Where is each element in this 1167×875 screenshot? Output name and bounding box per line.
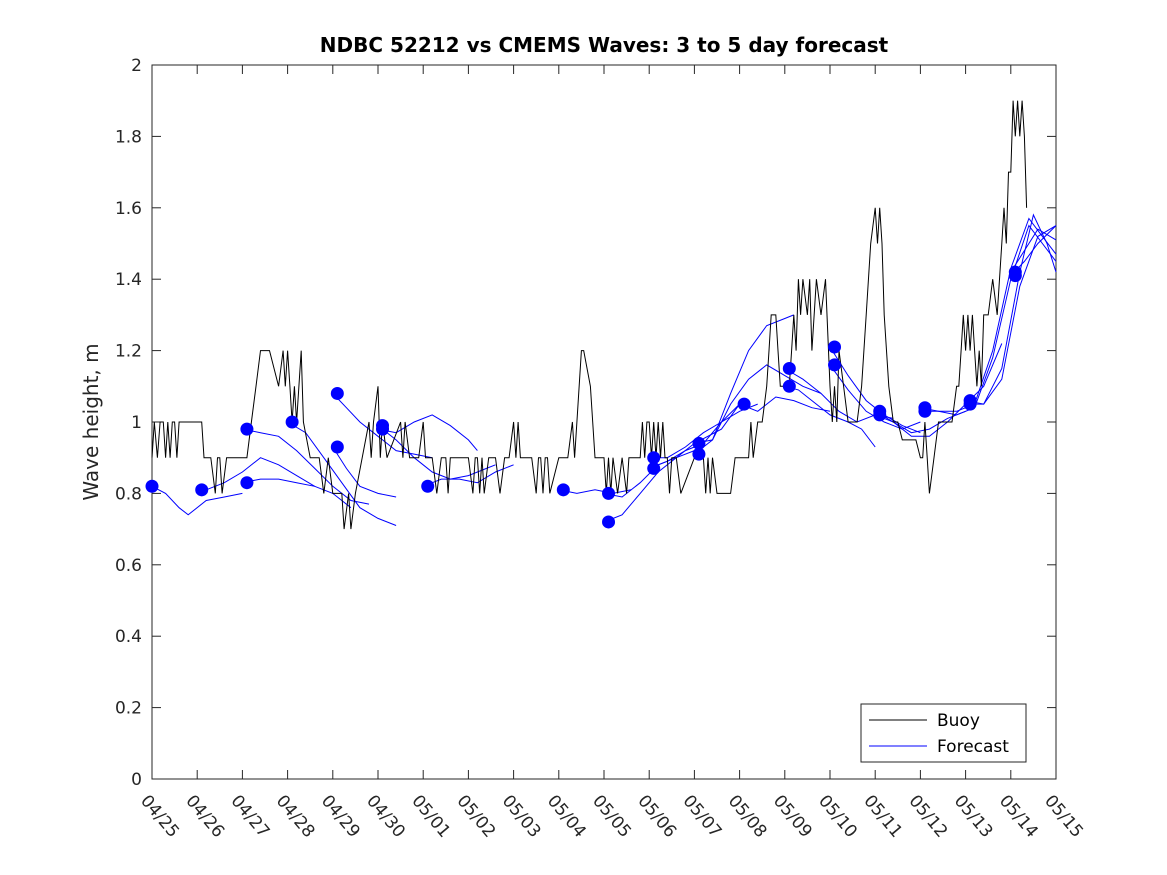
forecast-marker xyxy=(145,479,159,493)
forecast-line xyxy=(603,450,695,498)
x-tick-label: 05/04 xyxy=(543,791,590,841)
x-tick-label: 05/12 xyxy=(905,791,952,841)
forecast-line xyxy=(377,425,496,480)
forecast-line xyxy=(874,410,966,434)
forecast-line xyxy=(920,217,1057,412)
x-tick-label: 05/06 xyxy=(633,791,680,841)
x-tick-label: 05/05 xyxy=(588,791,635,841)
x-tick-label: 05/08 xyxy=(724,791,771,841)
forecast-line xyxy=(875,343,1003,437)
x-tick-label: 05/02 xyxy=(453,791,500,841)
forecast-marker xyxy=(421,479,435,493)
forecast-marker xyxy=(782,379,796,393)
forecast-marker xyxy=(692,447,706,461)
forecast-line xyxy=(965,225,1057,405)
forecast-marker xyxy=(240,476,254,490)
forecast-marker xyxy=(918,404,932,418)
buoy-line xyxy=(151,100,1028,530)
x-tick-label: 05/01 xyxy=(407,791,454,841)
y-axis-label: Wave height, m xyxy=(79,343,103,500)
forecast-line xyxy=(206,457,315,491)
x-tick-label: 04/29 xyxy=(317,791,364,841)
forecast-line xyxy=(332,446,397,498)
x-tick-label: 05/11 xyxy=(859,791,906,841)
forecast-line xyxy=(920,224,1057,416)
forecast-line xyxy=(784,385,876,448)
forecast-line xyxy=(151,485,243,516)
forecast-marker xyxy=(737,397,751,411)
forecast-line xyxy=(739,396,831,412)
y-tick-label: 1.2 xyxy=(115,342,142,362)
legend: Buoy Forecast xyxy=(860,703,1027,763)
forecast-marker xyxy=(828,358,842,372)
x-tick-label: 04/25 xyxy=(136,791,183,841)
y-tick-label: 1.6 xyxy=(115,199,142,219)
y-tick-label: 1.4 xyxy=(115,270,142,290)
forecast-marker xyxy=(285,415,299,429)
forecast-line xyxy=(377,414,478,451)
x-tick-label: 05/15 xyxy=(1040,791,1087,841)
x-tick-label: 05/03 xyxy=(498,791,545,841)
forecast-marker xyxy=(602,486,616,500)
forecast-marker xyxy=(330,386,344,400)
x-tick-label: 05/13 xyxy=(950,791,997,841)
forecast-marker xyxy=(782,361,796,375)
x-tick-label: 05/14 xyxy=(995,791,1042,841)
forecast-marker xyxy=(692,436,706,450)
x-tick-label: 05/09 xyxy=(769,791,816,841)
forecast-line xyxy=(332,393,433,459)
forecast-marker xyxy=(873,408,887,422)
legend-buoy-label: Buoy xyxy=(937,711,980,731)
forecast-marker xyxy=(963,397,977,411)
forecast-marker xyxy=(376,422,390,436)
legend-forecast-label: Forecast xyxy=(937,737,1009,757)
forecast-line xyxy=(694,314,794,455)
forecast-line xyxy=(694,364,822,444)
x-tick-label: 05/10 xyxy=(814,791,861,841)
forecast-marker xyxy=(602,515,616,529)
legend-box xyxy=(860,703,1027,763)
y-tick-label: 0 xyxy=(131,770,142,790)
forecast-line xyxy=(558,489,632,494)
forecast-marker xyxy=(556,483,570,497)
forecast-marker xyxy=(330,440,344,454)
y-tick-label: 1.8 xyxy=(115,127,142,147)
forecast-line xyxy=(242,428,370,505)
x-tick-label: 05/07 xyxy=(679,791,726,841)
x-tick-label: 04/28 xyxy=(272,791,319,841)
forecast-marker xyxy=(1008,269,1022,283)
y-tick-label: 0.4 xyxy=(115,627,142,647)
y-tick-label: 2 xyxy=(131,56,142,76)
y-tick-label: 0.6 xyxy=(115,556,142,576)
y-tick-label: 0.8 xyxy=(115,484,142,504)
x-tick-label: 04/27 xyxy=(227,791,274,841)
x-tick-label: 04/30 xyxy=(362,791,409,841)
y-tick-label: 0.2 xyxy=(115,699,142,719)
y-tick-label: 1 xyxy=(131,413,142,433)
x-tick-label: 04/26 xyxy=(181,791,228,841)
forecast-marker xyxy=(195,483,209,497)
chart-title: NDBC 52212 vs CMEMS Waves: 3 to 5 day fo… xyxy=(320,33,889,57)
forecast-marker xyxy=(240,422,254,436)
forecast-marker xyxy=(647,451,661,465)
forecast-marker xyxy=(647,461,661,475)
forecast-marker xyxy=(828,340,842,354)
